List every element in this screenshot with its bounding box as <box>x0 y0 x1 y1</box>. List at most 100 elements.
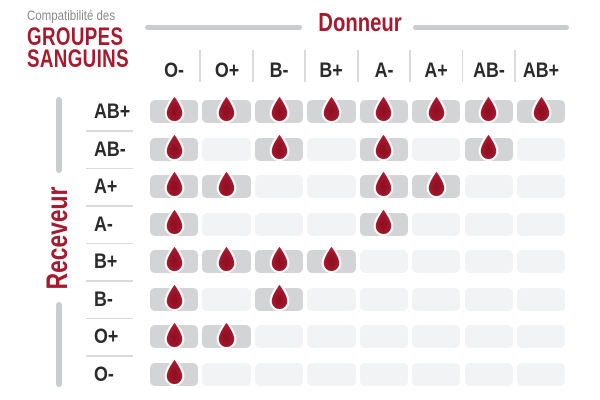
row-separator <box>86 205 133 207</box>
cell-a-neg-ab-pos <box>517 212 566 236</box>
cell-o-pos-b-pos <box>307 325 356 349</box>
donor-header-o-neg: O- <box>164 59 185 82</box>
blood-drop-icon <box>164 319 185 349</box>
blood-drop-icon <box>269 281 289 312</box>
donor-header-b-neg: B- <box>269 59 289 82</box>
cell-b-neg-a-neg <box>359 287 409 311</box>
blood-drop-icon <box>269 131 289 161</box>
cell-o-pos-ab-pos <box>517 325 566 349</box>
cell-b-neg-ab-neg <box>464 287 513 311</box>
blood-drop-icon <box>216 244 237 274</box>
blood-drop-icon <box>373 169 394 199</box>
cell-b-neg-ab-pos <box>517 287 566 311</box>
cell-a-neg-a-pos <box>412 212 461 236</box>
column-separator <box>199 50 202 82</box>
blood-drop-icon <box>321 94 342 124</box>
cell-a-neg-b-pos <box>307 212 356 236</box>
cell-a-neg-b-neg <box>254 212 304 236</box>
cell-o-neg-ab-pos <box>517 362 566 386</box>
column-separator <box>461 50 464 82</box>
receiver-label-a-neg: A- <box>94 212 113 236</box>
cell-o-neg-b-neg <box>254 362 304 386</box>
donor-header-a-neg: A- <box>374 59 394 82</box>
cell-a-neg-ab-neg <box>464 212 513 236</box>
blood-drop-icon <box>269 244 289 274</box>
cell-a-pos-b-pos <box>307 175 356 199</box>
blood-drop-icon <box>164 244 185 274</box>
title-line1: GROUPES <box>27 23 124 51</box>
receiver-label-o-pos: O+ <box>94 325 119 349</box>
cell-o-neg-a-neg <box>359 362 409 386</box>
receiver-axis-bar-top <box>56 97 62 173</box>
cell-b-neg-b-pos <box>307 287 356 311</box>
blood-drop-icon <box>426 94 447 124</box>
blood-drop-icon <box>216 169 237 199</box>
blood-drop-icon <box>531 94 552 124</box>
cell-o-neg-o-pos <box>202 362 251 386</box>
cell-ab-neg-b-pos <box>307 137 356 161</box>
row-separator <box>86 280 133 282</box>
donor-header-ab-pos: AB+ <box>523 59 560 82</box>
cell-o-pos-ab-neg <box>464 325 513 349</box>
cell-o-neg-b-pos <box>307 362 356 386</box>
blood-drop-icon <box>321 244 342 274</box>
blood-drop-icon <box>373 94 394 124</box>
receiver-label-a-pos: A+ <box>94 175 118 199</box>
cell-a-pos-ab-neg <box>464 175 513 199</box>
blood-drop-icon <box>426 169 447 199</box>
row-separator <box>86 317 133 320</box>
cell-b-pos-a-pos <box>412 250 461 274</box>
receiver-label-ab-neg: AB- <box>94 137 126 161</box>
blood-drop-icon <box>373 131 394 161</box>
receiver-axis-label: Receveur <box>41 186 74 290</box>
row-separator <box>86 167 133 170</box>
receiver-label-ab-pos: AB+ <box>94 100 131 123</box>
row-separator <box>86 355 133 357</box>
title-line2: SANGUINS <box>27 45 129 73</box>
donor-header-a-pos: A+ <box>424 59 448 82</box>
cell-a-neg-o-pos <box>202 212 251 236</box>
cell-o-pos-a-pos <box>412 325 461 349</box>
blood-drop-icon <box>164 281 185 312</box>
receiver-label-o-neg: O- <box>94 362 114 386</box>
cell-ab-neg-ab-pos <box>517 137 566 161</box>
donor-axis-bar-right <box>413 24 569 30</box>
column-separator <box>514 50 516 82</box>
donor-axis-label: Donneur <box>318 7 402 37</box>
cell-o-pos-b-neg <box>254 325 304 349</box>
donor-header-b-pos: B+ <box>319 59 344 82</box>
blood-drop-icon <box>164 169 185 199</box>
column-separator <box>304 50 307 82</box>
cell-b-neg-o-pos <box>202 287 251 311</box>
cell-b-pos-ab-pos <box>517 250 566 274</box>
row-separator <box>86 129 133 132</box>
column-separator <box>409 50 411 82</box>
blood-drop-icon <box>478 94 499 124</box>
cell-b-pos-ab-neg <box>464 250 513 274</box>
chart-title-block: Compatibilité des GROUPES SANGUINS <box>27 7 163 73</box>
cell-a-pos-ab-pos <box>517 175 566 199</box>
donor-header-ab-neg: AB- <box>472 59 505 82</box>
column-separator <box>356 50 359 82</box>
blood-drop-icon <box>164 94 185 124</box>
blood-drop-icon <box>216 94 237 124</box>
cell-o-neg-a-pos <box>412 362 461 386</box>
cell-a-pos-b-neg <box>254 175 304 199</box>
blood-drop-icon <box>164 206 185 236</box>
blood-drop-icon <box>478 131 499 161</box>
blood-drop-icon <box>216 319 237 349</box>
cell-ab-neg-o-pos <box>202 137 251 161</box>
blood-drop-icon <box>164 131 185 161</box>
blood-drop-icon <box>269 94 289 124</box>
donor-header-o-pos: O+ <box>214 59 239 82</box>
receiver-axis-bar-bottom <box>56 302 62 387</box>
column-separator <box>251 50 254 82</box>
cell-o-neg-ab-neg <box>464 362 513 386</box>
receiver-label-b-pos: B+ <box>94 250 118 274</box>
blood-drop-icon <box>164 357 185 387</box>
cell-b-pos-a-neg <box>359 250 409 274</box>
receiver-label-b-neg: B- <box>94 287 113 311</box>
cell-o-pos-a-neg <box>359 325 409 349</box>
cell-ab-neg-a-pos <box>412 137 461 161</box>
